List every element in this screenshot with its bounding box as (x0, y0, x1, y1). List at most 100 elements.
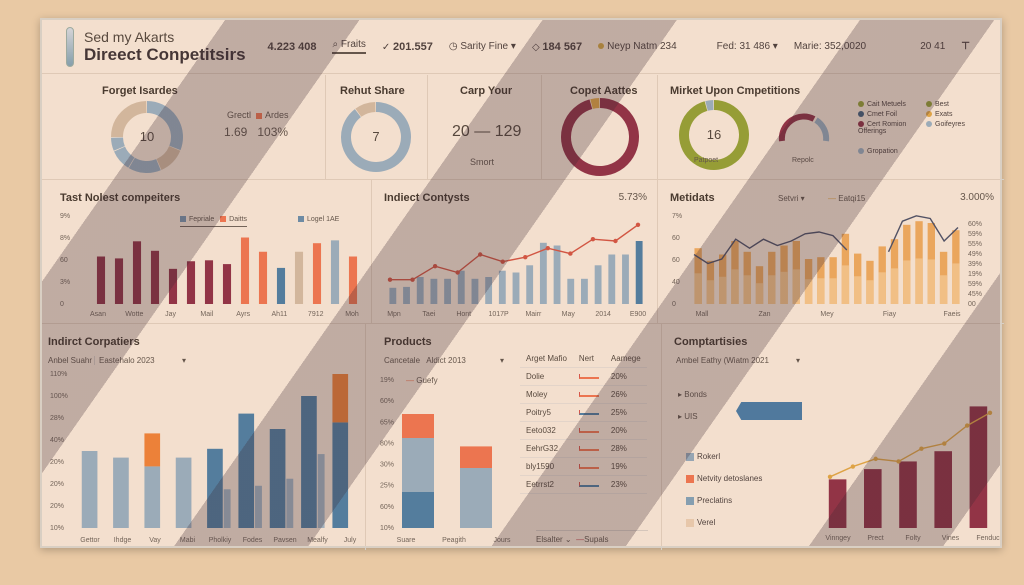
list-item-uis[interactable]: ▸ UIS (678, 412, 698, 421)
products-dropdown[interactable]: Cancetale Aldict 2013 ▾ (384, 356, 504, 365)
bar-base (927, 259, 935, 304)
legend-item: Netvity detoslanes (686, 468, 806, 490)
sparkline-icon (572, 475, 605, 494)
line-point (432, 264, 438, 269)
row-name: Poitry5 (520, 403, 573, 422)
bar (276, 267, 286, 304)
bar-base (706, 280, 715, 304)
y-tick-label: 60% (380, 398, 394, 405)
table-row[interactable]: Eeto032 20% (520, 421, 647, 440)
column-header: Arget Mafio (520, 350, 573, 368)
stat-2: 201.557 (393, 40, 433, 53)
table-row[interactable]: Moley 26% (520, 385, 647, 404)
card-forget: Forget Isardes 10 Grectl Ardes 1.69 103% (42, 75, 326, 180)
legend-item: Cmet Foil (858, 111, 926, 118)
table-row[interactable]: bly1590 19% (520, 457, 647, 476)
panel-value: 5.73% (618, 192, 647, 203)
y-tick-label: 20% (50, 459, 64, 466)
line-point (896, 459, 901, 464)
bar (608, 254, 616, 304)
bar (512, 272, 520, 304)
bar-base (878, 272, 886, 304)
filter-icon[interactable]: ⊤ (961, 41, 970, 52)
bar (594, 265, 602, 304)
table-row[interactable]: EehrG32 28% (520, 439, 647, 458)
panel-value: 3.000% (960, 192, 994, 203)
tab-fraits[interactable]: ⌕ Fraits (332, 39, 366, 54)
bar (332, 422, 349, 528)
line-point (850, 464, 856, 469)
y-tick-label: 60 (672, 235, 680, 242)
donut-segment (705, 100, 714, 111)
y-tick-label: 19% (380, 377, 394, 384)
table-row[interactable]: Dolie 20% (520, 367, 647, 386)
legend-item: Logel 1AE (307, 216, 340, 223)
panel-title: Indiect Contysts (384, 192, 470, 204)
chart-products: 19% 60% 65% 80% 30% 25% 60% 10%Suare Peagith Jour… (380, 377, 511, 544)
x-tick-label: July (344, 537, 357, 544)
year-dropdown[interactable]: Eastehalo 2023 ▾ (94, 356, 186, 365)
bar-base (719, 276, 727, 304)
legend-swatch (686, 474, 694, 483)
table-row[interactable]: Poitry5 25% (520, 403, 647, 422)
compt-dropdown[interactable]: Ambel Eathy (Wiatm 2021 ▾ (676, 356, 800, 365)
check-icon: ✓ (381, 41, 394, 53)
bar-segment (402, 492, 434, 528)
bar (240, 237, 250, 304)
row-value: 19% (604, 457, 647, 476)
y2-tick-label: 45% (968, 291, 982, 298)
row-value: 20% (604, 421, 647, 440)
bar-base (792, 269, 800, 304)
gauge-repolc (778, 113, 830, 142)
panel-metidats: Metidats Setvri ▾ — Eatqi15 3.000% 7% 60 6… (658, 180, 1004, 324)
table-row[interactable]: Eetrrst2 23% (520, 475, 647, 494)
series-line (390, 224, 639, 281)
bar-secondary (317, 454, 325, 528)
search-icon: ⌕ (332, 39, 341, 50)
donut-market: 16 (679, 100, 749, 170)
legend-item: Preclatins (686, 490, 806, 512)
fed-dropdown[interactable]: Fed: 31 486 ▾ (716, 41, 778, 52)
bar (899, 461, 917, 528)
donut-center: 10 (140, 129, 154, 144)
filter-dropdown[interactable]: ◷ Sarity Fine ▾ (448, 41, 516, 52)
legend-dot-icon (858, 111, 864, 118)
card-rehut: Rehut Share 7 (326, 75, 428, 180)
x-tick-label: Ah11 (272, 311, 288, 318)
row-name: Eeto032 (520, 421, 573, 440)
card-carp: Carp Your 20 — 129 Smort (428, 75, 542, 180)
bar-base (780, 271, 788, 304)
y-tick-label: 60% (380, 504, 394, 511)
selection-bar[interactable] (736, 402, 802, 420)
x-tick-label: Mealfy (307, 537, 328, 544)
column-header: Aamege (604, 350, 647, 368)
y2-tick-label: 49% (968, 251, 982, 258)
y-tick-label: 80% (380, 440, 394, 447)
stat-4: Neyp Natm 234 (607, 41, 677, 52)
list-item-bonds[interactable]: ▸ Bonds (678, 390, 707, 399)
line-point (613, 238, 618, 244)
row-name: EehrG32 (520, 439, 573, 458)
y-tick-label: 100% (50, 393, 68, 400)
y-tick-label: 0 (672, 301, 676, 308)
legend-label: Preclatins (697, 496, 733, 505)
series-dropdown[interactable]: Setvri ▾ (778, 194, 805, 203)
legend-label: Netvity detoslanes (697, 474, 763, 483)
market-legend: Cait Metuels Best Cmet Foil Exats Cert Romio… (858, 101, 998, 158)
bar (934, 451, 952, 528)
dropdown-value: Eastehalo 2023 (99, 356, 155, 365)
bar (312, 243, 322, 304)
x-tick-label: Vinngey (825, 535, 851, 542)
bar (553, 245, 561, 304)
legend-item: Guefy (416, 376, 438, 385)
line-point (919, 446, 924, 451)
y-tick-label: 30% (380, 462, 394, 469)
x-tick-label: Jours (493, 537, 511, 544)
y-tick-label: 40 (672, 279, 680, 286)
donut-forget: 10 (111, 101, 183, 173)
y-tick-label: 28% (50, 415, 64, 422)
footer-dropdown[interactable]: Elsalter ⌄ (536, 535, 572, 544)
products-table: Arget Mafio Nert Aamege Dolie 20% Moley 26% Poi… (520, 350, 647, 494)
bar (144, 466, 161, 528)
y-tick-label: 10% (50, 525, 64, 532)
